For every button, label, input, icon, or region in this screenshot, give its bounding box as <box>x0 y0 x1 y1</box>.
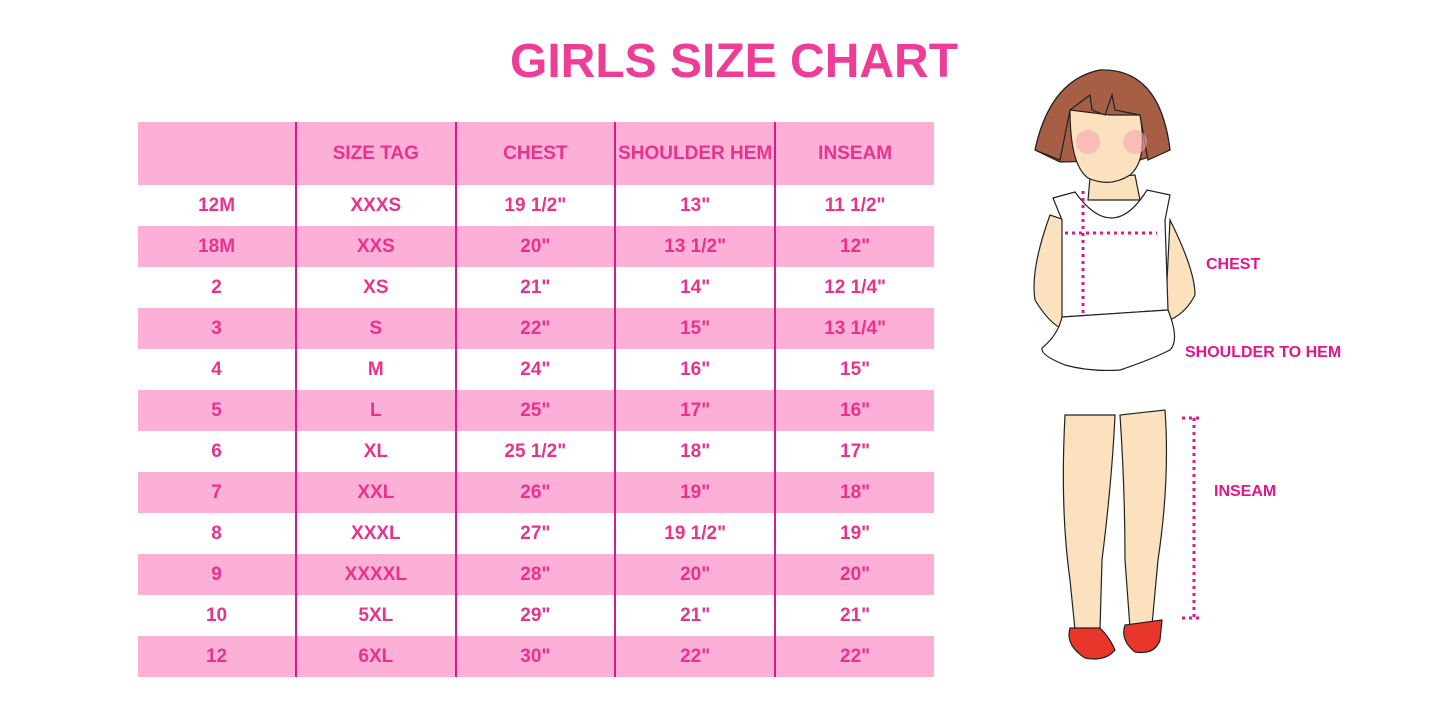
table-cell: 6XL <box>295 636 456 677</box>
table-cell: XS <box>295 267 456 308</box>
table-row: 3 S 22" 15" 13 1/4" <box>138 308 934 349</box>
table-row: 18M XXS 20" 13 1/2" 12" <box>138 226 934 267</box>
table-cell: 15" <box>774 349 934 390</box>
table-row: 10 5XL 29" 21" 21" <box>138 595 934 636</box>
table-cell: 17" <box>774 431 934 472</box>
column-header: SIZE TAG <box>295 122 456 185</box>
table-cell: 21" <box>614 595 776 636</box>
shoulder-to-hem-label: SHOULDER TO HEM <box>1185 344 1342 361</box>
chest-label: CHEST <box>1206 256 1261 273</box>
table-row: 9 XXXXL 28" 20" 20" <box>138 554 934 595</box>
table-row: 7 XXL 26" 19" 18" <box>138 472 934 513</box>
size-table: SIZE TAG CHEST SHOULDER HEM INSEAM 12M XXXS 1… <box>138 122 934 677</box>
table-cell: 4 <box>211 358 222 380</box>
table-cell: 12" <box>774 226 934 267</box>
table-cell: XXXS <box>295 185 456 226</box>
table-cell: 13 1/2" <box>614 226 776 267</box>
table-cell: 22" <box>774 636 934 677</box>
table-cell: 18" <box>774 472 934 513</box>
table-cell: 22" <box>614 636 776 677</box>
table-cell: 16" <box>614 349 776 390</box>
page-title: GIRLS SIZE CHART <box>510 35 959 88</box>
table-cell: 19" <box>614 472 776 513</box>
table-cell: 15" <box>614 308 776 349</box>
column-header: INSEAM <box>774 122 934 185</box>
table-cell: 9 <box>138 554 297 595</box>
column-header <box>138 122 297 185</box>
table-cell: 28" <box>454 554 616 595</box>
table-cell: 18" <box>614 431 776 472</box>
table-row: 12 6XL 30" 22" 22" <box>138 636 934 677</box>
table-cell: 7 <box>138 472 297 513</box>
table-cell: 24" <box>454 349 616 390</box>
table-cell: 26" <box>454 472 616 513</box>
column-header: CHEST <box>454 122 616 185</box>
table-cell: XL <box>295 431 456 472</box>
table-cell: 11 1/2" <box>774 185 934 226</box>
table-cell: 21" <box>454 267 616 308</box>
table-row: 2 XS 21" 14" 12 1/4" <box>138 267 934 308</box>
table-cell: 18M <box>138 226 297 267</box>
table-cell: 22" <box>454 308 616 349</box>
table-row: 6 XL 25 1/2" 18" 17" <box>138 431 934 472</box>
table-cell: XXXL <box>295 513 456 554</box>
table-cell: 25" <box>454 390 616 431</box>
table-cell: 21" <box>774 595 934 636</box>
table-cell: 20" <box>614 554 776 595</box>
table-cell: 27" <box>454 513 616 554</box>
table-cell: M <box>295 349 456 390</box>
inseam-label: INSEAM <box>1214 483 1277 500</box>
table-cell: 6 <box>211 440 222 462</box>
table-cell: 19 1/2" <box>454 185 616 226</box>
table-cell: 12 <box>138 636 297 677</box>
table-cell: 5 <box>138 390 297 431</box>
table-cell: 8 <box>211 522 222 544</box>
table-cell: 16" <box>774 390 934 431</box>
table-cell: 2 <box>211 276 222 298</box>
table-row: 8 XXXL 27" 19 1/2" 19" <box>138 513 934 554</box>
table-cell: 20" <box>454 226 616 267</box>
table-cell: 12 1/4" <box>774 267 934 308</box>
table-row: 12M XXXS 19 1/2" 13" 11 1/2" <box>138 185 934 226</box>
table-cell: XXXXL <box>295 554 456 595</box>
table-cell: 20" <box>774 554 934 595</box>
table-cell: S <box>295 308 456 349</box>
girl-illustration <box>1033 69 1201 660</box>
table-cell: 19" <box>774 513 934 554</box>
table-cell: 17" <box>614 390 776 431</box>
table-cell: 29" <box>454 595 616 636</box>
table-cell: XXS <box>295 226 456 267</box>
table-row: 5 L 25" 17" 16" <box>138 390 934 431</box>
table-cell: 13 1/4" <box>774 308 934 349</box>
table-cell: 13" <box>614 185 776 226</box>
table-cell: 10 <box>205 604 228 626</box>
table-row: 4 M 24" 16" 15" <box>138 349 934 390</box>
table-cell: L <box>295 390 456 431</box>
table-cell: 14" <box>614 267 776 308</box>
table-cell: 30" <box>454 636 616 677</box>
table-cell: 19 1/2" <box>614 513 776 554</box>
table-cell: 5XL <box>295 595 456 636</box>
column-header: SHOULDER HEM <box>614 122 776 185</box>
table-cell: 12M <box>198 194 236 216</box>
table-header-row: SIZE TAG CHEST SHOULDER HEM INSEAM <box>138 122 934 185</box>
table-cell: 3 <box>138 308 297 349</box>
table-cell: XXL <box>295 472 456 513</box>
table-cell: 25 1/2" <box>454 431 616 472</box>
